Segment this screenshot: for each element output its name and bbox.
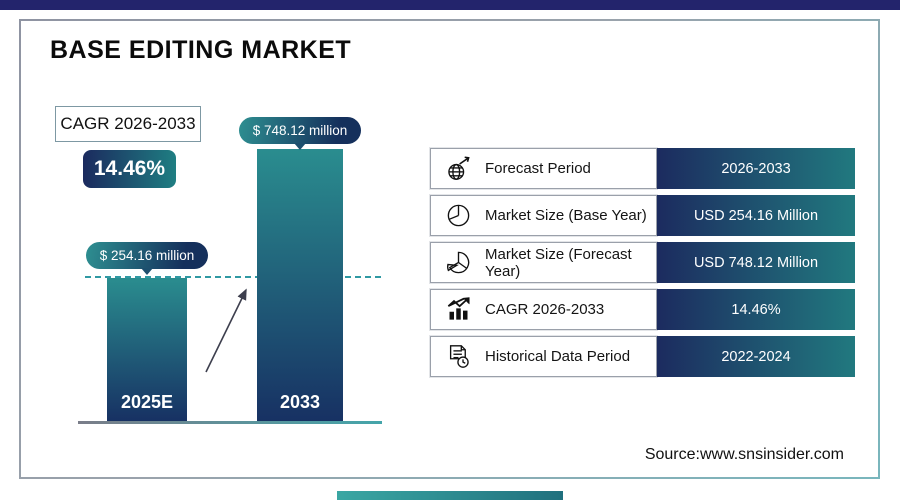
pie-chart-icon	[443, 201, 473, 231]
table-row: CAGR 2026-2033 14.46%	[429, 288, 855, 331]
bar-chart-growth-icon	[443, 295, 473, 325]
table-row-value: USD 254.16 Million	[693, 207, 819, 224]
bar-category-label-2025: 2025E	[120, 392, 174, 412]
bar-chart: $ 254.16 million $ 748.12 million 2025E …	[0, 0, 420, 500]
page-title: BASE EDITING MARKET	[50, 36, 352, 64]
bar-2033: 2033	[257, 149, 343, 421]
callout-pointer	[294, 143, 306, 150]
source-attribution: Source:www.snsinsider.com	[644, 446, 844, 463]
table-row-value: USD 748.12 Million	[693, 254, 819, 271]
table-value-cell: 14.46%	[657, 289, 855, 330]
bar-category-label-2033: 2033	[279, 392, 321, 412]
table-row-value: 2026-2033	[721, 160, 791, 177]
bar-value-callout-2025: $ 254.16 million	[86, 242, 208, 275]
growth-arrow-icon	[205, 288, 247, 373]
callout-pointer	[141, 268, 153, 275]
cagr-period-label: CAGR 2026-2033	[60, 114, 196, 133]
table-row-label: Forecast Period	[485, 160, 591, 177]
table-label-cell: CAGR 2026-2033	[429, 288, 658, 331]
bar-value-label-2025: $ 254.16 million	[99, 248, 195, 263]
table-label-cell: Historical Data Period	[429, 335, 658, 378]
table-value-cell: USD 254.16 Million	[657, 195, 855, 236]
table-row-label: CAGR 2026-2033	[485, 301, 605, 318]
table-row-label: Historical Data Period	[485, 348, 631, 365]
table-label-cell: Forecast Period	[429, 147, 658, 190]
table-row-label: Market Size (Forecast Year)	[485, 245, 632, 280]
cagr-value-badge: 14.46%	[83, 150, 176, 188]
globe-growth-icon	[443, 154, 473, 184]
bottom-accent-strip	[337, 491, 563, 500]
document-clock-icon	[443, 342, 473, 372]
table-value-cell: 2026-2033	[657, 148, 855, 189]
table-row: Market Size (Forecast Year) USD 748.12 M…	[429, 241, 855, 284]
table-row-value: 14.46%	[731, 301, 781, 318]
bar-value-callout-2033: $ 748.12 million	[239, 117, 361, 150]
table-row-value: 2022-2024	[721, 348, 791, 365]
table-row-label: Market Size (Base Year)	[485, 207, 647, 224]
bar-2025: 2025E	[107, 278, 187, 421]
top-accent-bar	[0, 0, 900, 10]
table-row: Historical Data Period 2022-2024	[429, 335, 855, 378]
table-row: Market Size (Base Year) USD 254.16 Milli…	[429, 194, 855, 237]
table-row: Forecast Period 2026-2033	[429, 147, 855, 190]
reference-dashed-line	[85, 276, 381, 278]
table-label-cell: Market Size (Forecast Year)	[429, 241, 658, 284]
table-value-cell: 2022-2024	[657, 336, 855, 377]
cagr-period-box: CAGR 2026-2033	[55, 106, 201, 142]
table-value-cell: USD 748.12 Million	[657, 242, 855, 283]
pie-chart-exploded-icon	[443, 248, 473, 278]
chart-baseline	[78, 421, 382, 424]
bar-value-label-2033: $ 748.12 million	[252, 123, 348, 138]
table-label-cell: Market Size (Base Year)	[429, 194, 658, 237]
cagr-value: 14.46%	[93, 157, 166, 180]
